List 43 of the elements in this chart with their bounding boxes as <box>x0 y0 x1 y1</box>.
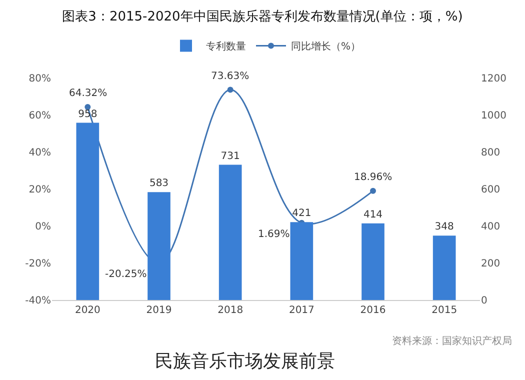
data-label: 73.63% <box>211 71 250 82</box>
x-tick-label: 2015 <box>432 305 458 316</box>
point <box>370 188 376 194</box>
y-tick-label: 0% <box>35 222 51 232</box>
y-tick-label: -20% <box>25 258 51 270</box>
bar <box>218 164 242 300</box>
text: 民族音乐市场发展前景 <box>155 351 335 372</box>
x-tick-label: 2018 <box>218 305 244 316</box>
data-label: 583 <box>149 178 169 190</box>
y-tick-label: 40% <box>28 148 51 158</box>
data-label: 1.69% <box>258 229 290 240</box>
y-tick-label: 60% <box>28 110 51 122</box>
data-label: 348 <box>434 222 454 233</box>
y2-tick-label: 1000 <box>481 110 506 122</box>
data-label: 64.32% <box>69 88 108 99</box>
data-label: 421 <box>292 208 312 220</box>
bar <box>362 223 384 300</box>
y2-tick-label: 600 <box>481 184 500 196</box>
x-tick-label: 2016 <box>360 305 386 316</box>
x-tick-label: 2017 <box>288 305 314 316</box>
bar <box>432 236 456 300</box>
bar <box>148 192 170 300</box>
data-label: 731 <box>220 150 240 162</box>
bar <box>290 222 314 300</box>
x-tick-label: 2020 <box>74 305 100 316</box>
y-tick-label: -40% <box>25 296 51 306</box>
data-label: 18.96% <box>354 172 392 183</box>
y2-tick-label: 200 <box>481 258 500 270</box>
x-tick-label: 2019 <box>146 305 172 316</box>
y2-tick-label: 1200 <box>481 74 506 84</box>
data-label: 414 <box>363 209 383 220</box>
y2-tick-label: 0 <box>481 296 488 306</box>
y-tick-label: 80% <box>28 74 51 84</box>
chart-title: 图表3：2015-2020年中国民族乐器专利发布数量情况(单位：项，%) <box>62 10 463 24</box>
y2-tick-label: 800 <box>481 148 500 158</box>
data-label: -20.25% <box>105 269 147 280</box>
text: 资料来源：国家知识产权局 <box>392 335 512 347</box>
bar <box>76 122 100 300</box>
legend-label: 同比增长（%） <box>291 40 361 53</box>
y2-tick-label: 400 <box>481 222 500 232</box>
legend-label: 专利数量 <box>206 40 246 53</box>
point <box>227 86 234 93</box>
y-tick-label: 20% <box>28 184 51 196</box>
